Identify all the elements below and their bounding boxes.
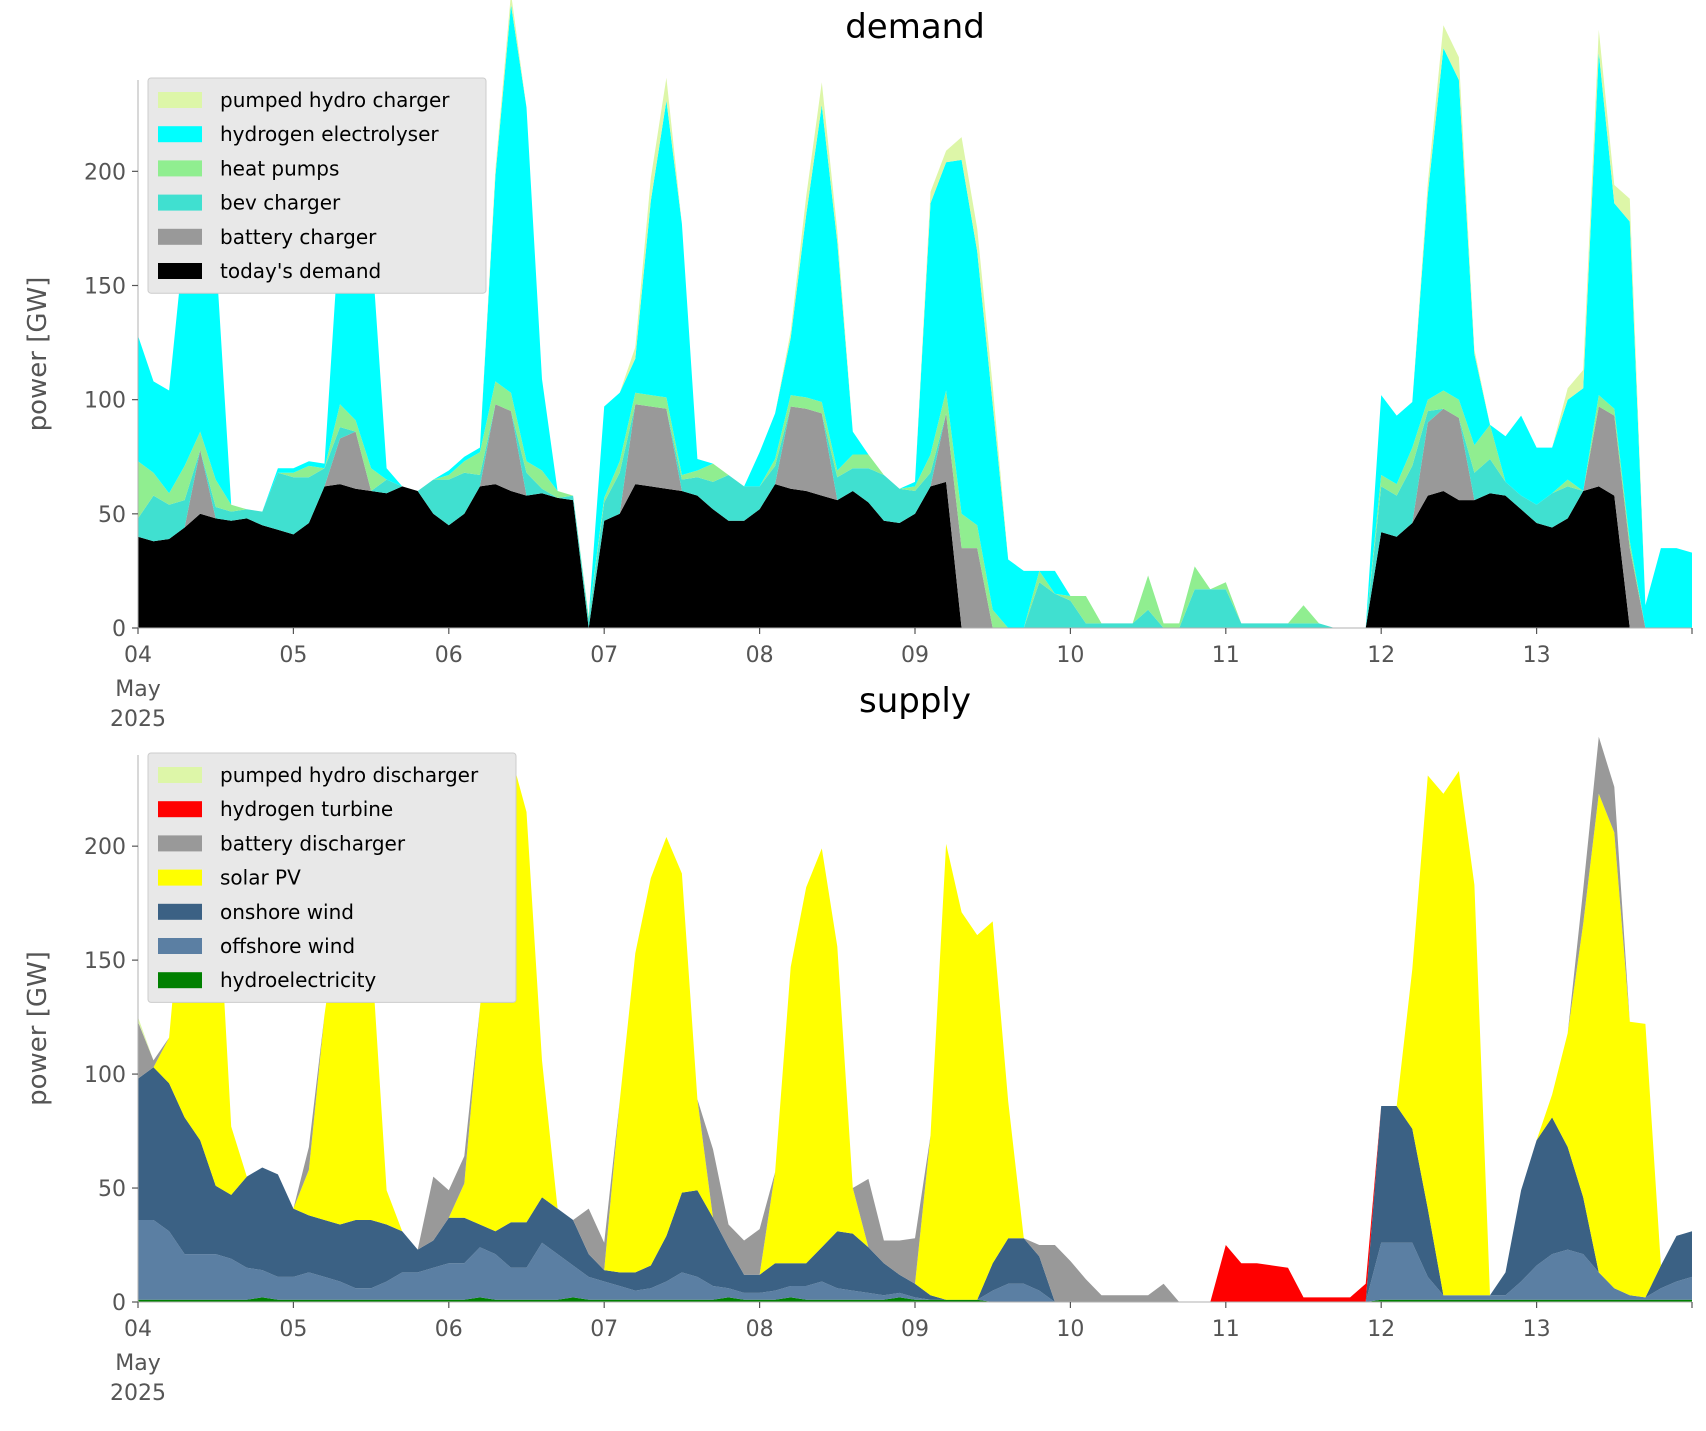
y-tick-label: 50	[98, 1177, 126, 1202]
legend-box	[147, 77, 487, 294]
x-tick-sublabel: 2025	[110, 707, 166, 732]
x-tick-label: 06	[435, 643, 463, 668]
x-tick-label: 05	[279, 1317, 307, 1342]
legend-swatch-hydrogen-turbine	[158, 801, 202, 818]
legend-label-pumped-hydro-discharger: pumped hydro discharger	[220, 763, 479, 787]
legend-label-bev-charger: bev charger	[220, 191, 341, 215]
y-tick-label: 50	[98, 503, 126, 528]
area-bev-charger	[138, 404, 1692, 628]
legend-swatch-onshore-wind	[158, 903, 202, 920]
legend-swatch-bev-charger	[158, 194, 202, 211]
legend-label-hydrogen-turbine: hydrogen turbine	[220, 797, 393, 821]
legend-swatch-hydroelectricity	[158, 972, 202, 989]
x-tick-label: 04	[124, 643, 152, 668]
x-tick-label: 07	[590, 1317, 618, 1342]
y-tick-label: 0	[112, 1291, 126, 1316]
x-tick-label: 11	[1212, 643, 1240, 668]
legend-swatch-heat-pumps	[158, 160, 202, 177]
legend-swatch-today-s-demand	[158, 263, 202, 279]
y-tick-label: 150	[84, 949, 126, 974]
legend-label-offshore-wind: offshore wind	[220, 934, 355, 958]
x-tick-label: 08	[746, 1317, 774, 1342]
x-tick-label: 12	[1367, 1317, 1395, 1342]
legend-swatch-hydrogen-electrolyser	[158, 126, 202, 143]
area-onshore-wind	[138, 1067, 1692, 1302]
x-tick-label: 09	[901, 643, 929, 668]
area-hydrogen-electrolyser	[138, 4, 1692, 629]
legend-label-solar-pv: solar PV	[220, 866, 301, 890]
legend: pumped hydro charger hydrogen electrolyse…	[147, 77, 487, 294]
x-tick-label: 10	[1056, 1317, 1084, 1342]
legend: pumped hydro discharger hydrogen turbine b…	[147, 752, 517, 1003]
legend-swatch-pumped-hydro-discharger	[158, 767, 202, 783]
legend-label-hydroelectricity: hydroelectricity	[220, 968, 376, 992]
y-tick-label: 200	[84, 835, 126, 860]
x-tick-sublabel: May	[115, 677, 160, 702]
legend-swatch-battery-discharger	[158, 835, 202, 852]
area-offshore-wind	[138, 1220, 1692, 1302]
demand-chart: 0 50 100 150 200 04 05 06 07 08 09 10 11 12 13 May 2025 p…	[23, 0, 1693, 732]
legend-label-heat-pumps: heat pumps	[220, 156, 339, 180]
y-tick-label: 100	[84, 1063, 126, 1088]
x-tick-label: 06	[435, 1317, 463, 1342]
legend-label-today-s-demand: today's demand	[220, 259, 381, 283]
area-today-s-demand	[138, 481, 1692, 628]
legend-label-onshore-wind: onshore wind	[220, 900, 354, 924]
x-tick-label: 05	[279, 643, 307, 668]
legend-label-hydrogen-electrolyser: hydrogen electrolyser	[220, 122, 439, 146]
legend-swatch-offshore-wind	[158, 938, 202, 954]
legend-swatch-battery-charger	[158, 228, 202, 245]
x-tick-label: 12	[1367, 643, 1395, 668]
legend-swatch-pumped-hydro-charger	[158, 92, 202, 108]
supply-chart: 0 50 100 150 200 04 05 06 07 08 09 10 11 12 13 May 2025 p…	[23, 681, 1693, 1406]
x-tick-label: 07	[590, 643, 618, 668]
x-tick-label: 10	[1056, 643, 1084, 668]
legend-label-battery-discharger: battery discharger	[220, 831, 406, 855]
legend-swatch-solar-pv	[158, 869, 202, 886]
legend-box	[147, 752, 517, 1003]
x-tick-sublabel: May	[115, 1351, 160, 1376]
y-tick-label: 100	[84, 389, 126, 414]
y-axis-label: power [GW]	[23, 951, 53, 1106]
legend-label-battery-charger: battery charger	[220, 225, 377, 249]
x-tick-label: 04	[124, 1317, 152, 1342]
x-tick-label: 08	[746, 643, 774, 668]
x-tick-label: 11	[1212, 1317, 1240, 1342]
y-axis-label: power [GW]	[23, 277, 53, 432]
x-tick-label: 09	[901, 1317, 929, 1342]
chart-title: demand	[845, 7, 985, 47]
y-tick-label: 150	[84, 275, 126, 300]
y-tick-label: 200	[84, 160, 126, 185]
area-solar-pv	[138, 755, 1692, 1302]
x-tick-label: 13	[1523, 1317, 1551, 1342]
y-tick-label: 0	[112, 617, 126, 642]
x-tick-label: 13	[1523, 643, 1551, 668]
chart-title: supply	[859, 681, 971, 721]
x-tick-sublabel: 2025	[110, 1381, 166, 1406]
legend-label-pumped-hydro-charger: pumped hydro charger	[220, 88, 450, 112]
